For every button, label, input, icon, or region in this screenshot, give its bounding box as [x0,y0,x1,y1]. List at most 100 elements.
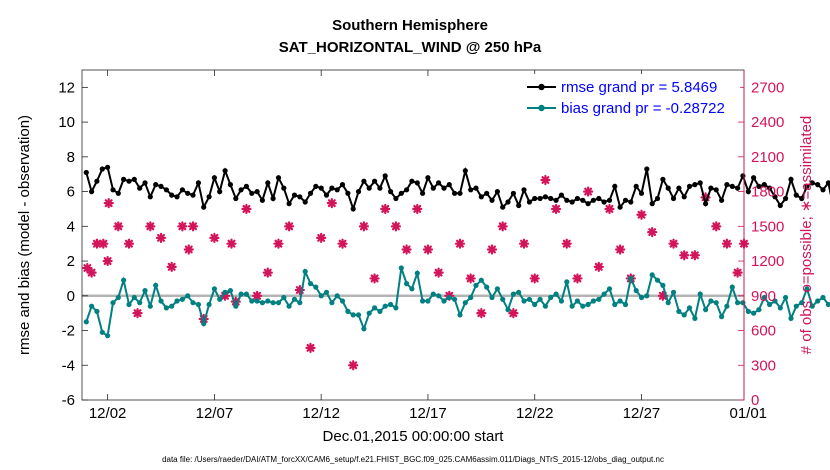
rmse-point [377,185,383,191]
bias-point [820,294,826,301]
x-tick-label: 12/12 [302,405,340,422]
rmse-point [297,194,303,200]
bias-point [489,294,495,301]
obs-marker [518,238,530,249]
rmse-point [553,197,559,203]
bias-point [270,300,276,306]
bias-point [713,300,719,306]
right-tick-label: 0 [751,392,759,409]
rmse-point [815,182,821,188]
bias-point [436,293,442,299]
right-tick-label: 2700 [751,79,784,96]
bias-point [393,305,399,311]
obs-marker [647,227,658,238]
bias-point [553,291,559,297]
rmse-point [654,195,661,202]
bias-point [756,307,762,313]
rmse-point [719,197,725,203]
legend-rmse-marker [538,83,545,91]
obs-marker [721,238,733,249]
bias-point [115,294,121,301]
rmse-point [110,187,116,193]
bias-point [307,281,314,287]
bias-point [761,294,767,301]
bias-point [233,303,239,309]
obs-marker [689,250,700,261]
rmse-point [788,176,794,182]
rmse-point [211,175,217,181]
rmse-point [398,190,404,196]
rmse-point [249,190,255,196]
legend: rmse grand pr = 5.8469 bias grand pr = -… [522,74,740,120]
right-tick-label: 1800 [751,184,784,201]
bias-point [334,293,340,299]
bias-point [815,298,821,304]
data-file-footnote: data file: /Users/raeder/DAI/ATM_forcXX/… [162,455,664,464]
bias-point [105,333,111,339]
bias-point [644,293,650,299]
rmse-point [548,195,554,202]
rmse-point [409,178,415,184]
bias-point [697,291,703,297]
left-tick-label: 6 [67,184,75,201]
bias-point [174,298,180,304]
plot-area [82,70,744,400]
obs-marker [583,186,594,197]
obs-marker [465,273,476,284]
bias-point [355,312,362,318]
rmse-point [270,195,276,202]
x-tick-label: 12/07 [196,405,234,422]
bias-point [131,294,137,301]
rmse-point [799,195,805,202]
rmse-point [601,199,607,205]
bias-point [708,298,714,304]
rmse-point [254,189,260,195]
bias-point [681,312,687,318]
rmse-point [729,183,735,189]
rmse-point [153,182,159,188]
bias-point [804,286,810,292]
obs-marker [226,238,237,249]
right-tick-label: 300 [751,357,776,374]
bias-point [510,291,516,297]
obs-marker [113,221,124,232]
bias-point [275,300,282,306]
legend-rmse-label: rmse grand pr = 5.8469 [561,79,717,96]
rmse-point [660,176,666,182]
obs-marker [177,221,188,232]
obs-marker [454,238,466,249]
rmse-point [115,190,121,196]
bias-point [350,312,356,318]
right-axis-label: # of obs: o=possible; ∗=assimilated [798,116,815,355]
obs-marker [615,244,626,255]
rmse-point [275,175,282,181]
bias-point [446,294,452,301]
rmse-point [313,183,319,189]
obs-marker [132,308,143,319]
rmse-point [94,178,100,184]
rmse-point [783,195,789,202]
rmse-point [281,185,287,191]
bias-point [452,296,458,302]
rmse-point [580,197,586,203]
bias-point [329,300,335,306]
bias-point [500,296,506,302]
bias-point [430,291,436,297]
rmse-point [633,183,639,189]
bias-point [243,291,249,297]
left-tick-label: 12 [58,79,75,96]
bias-point [281,294,287,301]
bias-point [420,298,426,304]
bias-point [574,298,581,304]
bias-point [606,286,613,292]
rmse-point [649,201,655,207]
obs-marker [358,221,369,232]
bias-point [297,300,303,306]
rmse-point [542,194,549,200]
left-tick-label: 4 [67,218,75,235]
bias-point [548,294,554,301]
bias-point [633,288,639,294]
bias-point [719,314,725,320]
rmse-point [665,185,671,191]
obs-marker [166,261,177,272]
